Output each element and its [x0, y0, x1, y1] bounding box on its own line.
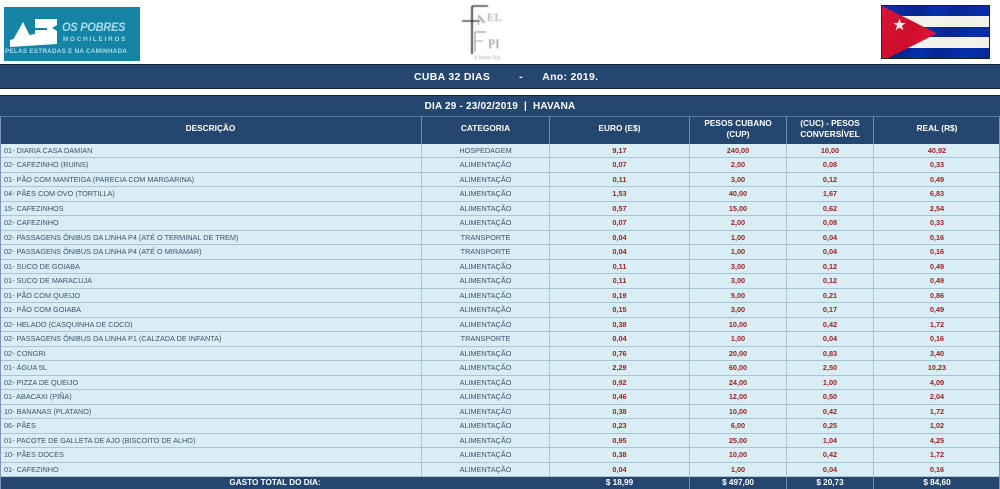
svg-text:EL: EL	[487, 10, 502, 24]
svg-text:A: A	[473, 10, 487, 27]
svg-text:PI: PI	[488, 36, 500, 51]
svg-text:A Travel Trip: A Travel Trip	[473, 56, 501, 60]
